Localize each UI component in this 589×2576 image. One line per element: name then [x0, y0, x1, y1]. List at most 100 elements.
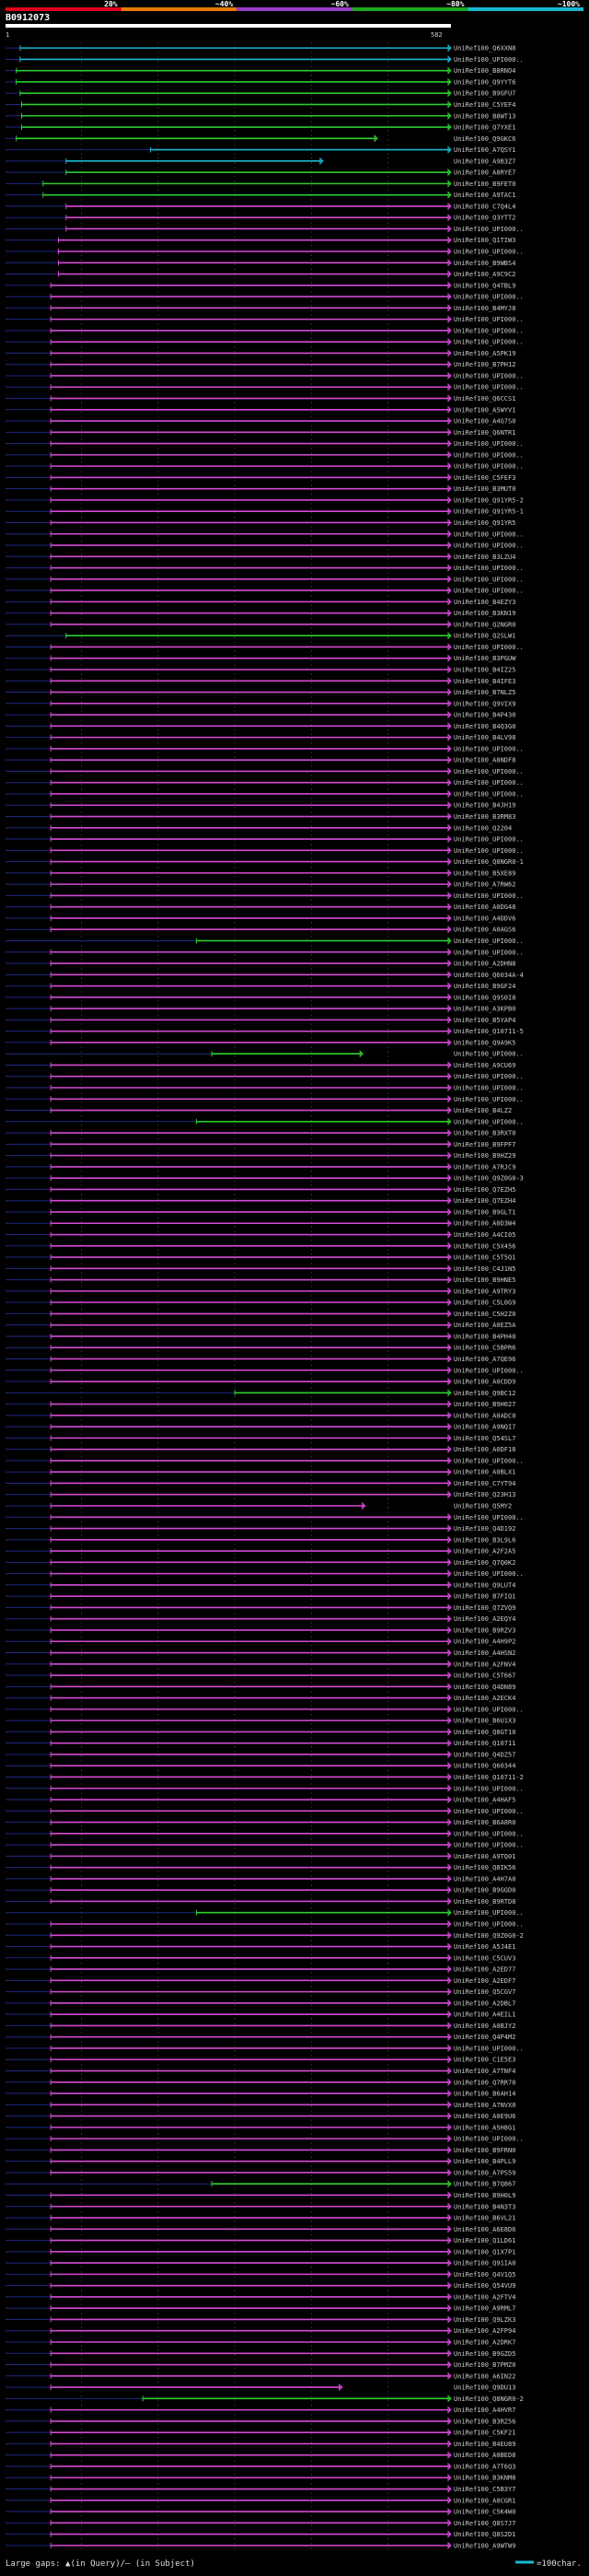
hit-label[interactable]: UniRef100_Q8S2D1 [454, 2531, 515, 2538]
hit-row[interactable]: UniRef100_C5K4W0 [6, 2507, 515, 2516]
hit-label[interactable]: UniRef100_A9NQI7 [454, 1424, 515, 1431]
hit-label[interactable]: UniRef100_B9RZV3 [454, 1626, 515, 1634]
hit-row[interactable]: UniRef100_C7YT94 [6, 1479, 515, 1487]
hit-row[interactable]: UniRef100_B5YAP4 [6, 1016, 515, 1024]
hit-label[interactable]: UniRef100_B9RTD8 [454, 1898, 515, 1906]
hit-row[interactable]: UniRef100_UPI000.. [6, 1366, 524, 1374]
hit-label[interactable]: UniRef100_Q9LZK3 [454, 2316, 515, 2324]
hit-label[interactable]: UniRef100_Q8S7J7 [454, 2520, 515, 2527]
hit-label[interactable]: UniRef100_Q91IA0 [454, 2260, 515, 2267]
hit-row[interactable]: UniRef100_UPI000.. [6, 778, 524, 787]
hit-label[interactable]: UniRef100_UPI000.. [454, 768, 524, 775]
hit-label[interactable]: UniRef100_A4HVR7 [454, 2407, 515, 2414]
hit-label[interactable]: UniRef100_Q7Q0K2 [454, 1559, 515, 1567]
hit-label[interactable]: UniRef100_B5YAP4 [454, 1017, 515, 1024]
hit-label[interactable]: UniRef100_Q7EZH5 [454, 1186, 515, 1194]
hit-label[interactable]: UniRef100_A4H9P2 [454, 1638, 515, 1646]
hit-label[interactable]: UniRef100_UPI000.. [454, 463, 524, 471]
hit-row[interactable]: UniRef100_A2EQY4 [6, 1614, 515, 1623]
hit-label[interactable]: UniRef100_Q4TBL9 [454, 282, 515, 289]
hit-label[interactable]: UniRef100_B8WT13 [454, 112, 515, 120]
hit-row[interactable]: UniRef100_Q1X7P1 [6, 2247, 515, 2255]
hit-label[interactable]: UniRef100_B9FPF7 [454, 1141, 515, 1148]
hit-row[interactable]: UniRef100_B4Q3G0 [6, 722, 515, 730]
hit-label[interactable]: UniRef100_A4CI05 [454, 1231, 515, 1239]
hit-row[interactable]: UniRef100_B9RTD8 [6, 1897, 515, 1906]
hit-label[interactable]: UniRef100_UPI000.. [454, 1830, 524, 1837]
hit-row[interactable]: UniRef100_Q8S7J7 [6, 2519, 515, 2527]
hit-row[interactable]: UniRef100_Q10711-2 [6, 1773, 524, 1781]
hit-row[interactable]: UniRef100_B4P430 [6, 710, 515, 719]
hit-row[interactable]: UniRef100_B7FIQ1 [6, 1591, 515, 1601]
hit-label[interactable]: UniRef100_Q7EZH4 [454, 1197, 515, 1205]
hit-label[interactable]: UniRef100_B4LV98 [454, 734, 515, 741]
hit-row[interactable]: UniRef100_Q1LD61 [6, 2236, 515, 2244]
hit-label[interactable]: UniRef100_C5H2Z0 [454, 1311, 515, 1318]
hit-row[interactable]: UniRef100_Q4P4M2 [6, 2033, 515, 2041]
hit-row[interactable]: UniRef100_Q4DN89 [6, 1683, 515, 1691]
hit-label[interactable]: UniRef100_UPI000.. [454, 1808, 524, 1815]
hit-label[interactable]: UniRef100_Q10711-2 [454, 1774, 524, 1781]
hit-row[interactable]: UniRef100_UPI000.. [6, 1117, 524, 1125]
hit-label[interactable]: UniRef100_A2FNV4 [454, 1661, 515, 1668]
hit-row[interactable]: UniRef100_B6A8R0 [6, 1818, 515, 1826]
hit-label[interactable]: UniRef100_B7Q867 [454, 2181, 515, 2188]
hit-row[interactable]: UniRef100_Q5CGV7 [6, 1987, 515, 1996]
hit-row[interactable]: UniRef100_C5T667 [6, 1671, 515, 1680]
hit-row[interactable]: UniRef100_UPI000.. [6, 247, 524, 256]
hit-label[interactable]: UniRef100_UPI000.. [454, 1570, 524, 1578]
hit-row[interactable]: UniRef100_UPI000.. [6, 1919, 524, 1929]
hit-row[interactable]: UniRef100_B9FRN0 [6, 2146, 515, 2154]
hit-label[interactable]: UniRef100_C5CUV3 [454, 1954, 515, 1962]
hit-label[interactable]: UniRef100_B5XE89 [454, 869, 515, 877]
hit-row[interactable]: UniRef100_B9HNE5 [6, 1276, 515, 1284]
hit-row[interactable]: UniRef100_A8NDF8 [6, 755, 515, 764]
hit-label[interactable]: UniRef100_Q91YR5 [454, 519, 515, 527]
hit-row[interactable]: UniRef100_A7QE96 [6, 1355, 515, 1363]
hit-label[interactable]: UniRef100_Q9BC12 [454, 1390, 515, 1397]
hit-label[interactable]: UniRef100_A0D3W4 [454, 1220, 515, 1228]
hit-label[interactable]: UniRef100_Q4D192 [454, 1525, 515, 1533]
hit-label[interactable]: UniRef100_UPI000.. [454, 294, 524, 301]
hit-label[interactable]: UniRef100_Q8GT10 [454, 1729, 515, 1736]
hit-row[interactable]: UniRef100_UPI000.. [6, 948, 524, 956]
hit-label[interactable]: UniRef100_UPI000.. [454, 1785, 524, 1792]
hit-row[interactable]: UniRef100_Q91YR5-2 [6, 495, 524, 504]
hit-label[interactable]: UniRef100_A0E9U6 [454, 2113, 515, 2120]
hit-label[interactable]: UniRef100_Q5CGV7 [454, 1988, 515, 1996]
hit-label[interactable]: UniRef100_B9HZ29 [454, 1152, 515, 1160]
hit-row[interactable]: UniRef100_UPI000.. [6, 1784, 524, 1792]
hit-label[interactable]: UniRef100_C7Q4L4 [454, 203, 515, 210]
hit-label[interactable]: UniRef100_A0DG48 [454, 903, 515, 911]
hit-row[interactable]: UniRef100_Q4DZ57 [6, 1750, 515, 1758]
hit-label[interactable]: UniRef100_Q7RR70 [454, 2079, 515, 2086]
hit-label[interactable]: UniRef100_A6IN22 [454, 2372, 515, 2380]
hit-label[interactable]: UniRef100_Q91YR5-1 [454, 508, 524, 516]
hit-label[interactable]: UniRef100_B6A8R0 [454, 1819, 515, 1826]
hit-label[interactable]: UniRef100_UPI000.. [454, 1921, 524, 1929]
hit-row[interactable]: UniRef100_UPI000.. [6, 834, 524, 844]
hit-label[interactable]: UniRef100_B9GGD0 [454, 1887, 515, 1894]
hit-row[interactable]: UniRef100_UPI000.. [6, 744, 524, 752]
hit-label[interactable]: UniRef100_UPI000.. [454, 1096, 524, 1103]
hit-row[interactable]: UniRef100_Q4TBL9 [6, 281, 515, 289]
hit-label[interactable]: UniRef100_B4N3T3 [454, 2203, 515, 2210]
hit-row[interactable]: UniRef100_A4H7A0 [6, 1874, 515, 1882]
hit-label[interactable]: UniRef100_Q4DZ57 [454, 1751, 515, 1758]
hit-label[interactable]: UniRef100_UPI000.. [454, 588, 524, 595]
hit-row[interactable]: UniRef100_A0BLX1 [6, 1467, 515, 1476]
hit-row[interactable]: UniRef100_A9C9C2 [6, 270, 515, 278]
hit-label[interactable]: UniRef100_UPI000.. [454, 847, 524, 855]
hit-row[interactable]: UniRef100_UPI000.. [6, 439, 524, 448]
hit-row[interactable]: UniRef100_B6AH14 [6, 2089, 515, 2098]
hit-label[interactable]: UniRef100_UPI000.. [454, 249, 524, 256]
hit-label[interactable]: UniRef100_UPI000.. [454, 1909, 524, 1917]
hit-label[interactable]: UniRef100_B6AH14 [454, 2091, 515, 2098]
hit-label[interactable]: UniRef100_C7YT94 [454, 1480, 515, 1487]
hit-row[interactable]: UniRef100_A0DF18 [6, 1445, 515, 1453]
hit-row[interactable]: UniRef100_UPI000.. [6, 892, 524, 900]
hit-row[interactable]: UniRef100_A2FP94 [6, 2326, 515, 2335]
hit-row[interactable]: UniRef100_A4HSN2 [6, 1649, 515, 1657]
hit-label[interactable]: UniRef100_A2ECK4 [454, 1695, 515, 1702]
hit-row[interactable]: UniRef100_Q9DU13 [6, 2383, 515, 2392]
